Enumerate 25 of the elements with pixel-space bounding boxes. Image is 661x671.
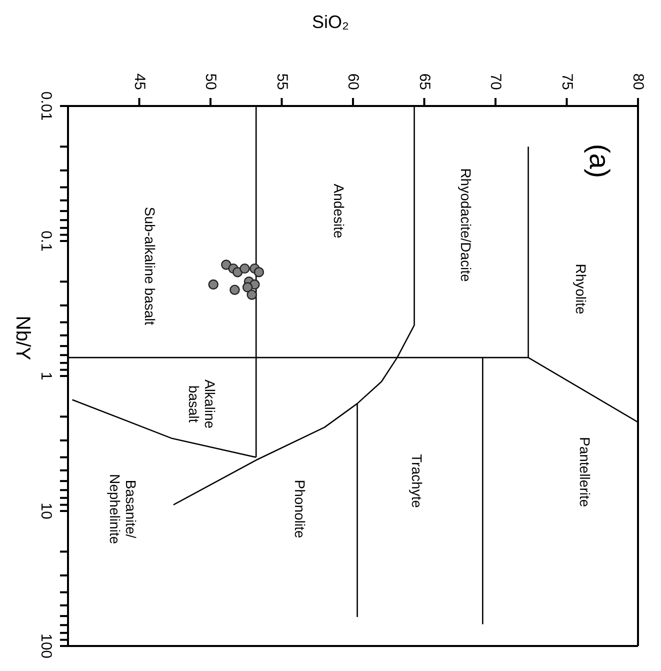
annotation: Alkaline basalt [186,379,218,428]
annotation: Phonolite [292,480,308,538]
annotation: Rhyolite [572,264,590,314]
x-tick-label: 65 [416,73,433,90]
annotation: Andesite [330,184,347,239]
y-tick-label: 1 [38,372,54,380]
x-axis-title: SiO₂ [311,12,350,33]
y-axis-title: Nb/Y [10,316,34,360]
annotation: Rhyodacite/Dacite [458,168,474,282]
annotation: Basanite/ Nephelinite [107,474,140,544]
x-tick-label: 45 [130,73,148,90]
x-tick-label: 55 [273,73,290,90]
x-tick-label: 75 [558,73,576,90]
y-tick-label: 0.01 [38,91,54,121]
x-tick-label: 70 [487,73,504,90]
annotation: Sub-alkaline basalt [142,207,158,326]
y-tick-label: 100 [38,633,54,659]
annotation: Trachyte [409,454,426,508]
x-tick-label: 60 [344,73,362,90]
y-tick-label: 10 [38,502,54,520]
y-tick-label: 0.1 [38,230,54,252]
annotation: (a) [582,144,615,178]
annotation: Pantellerite [576,437,594,508]
x-tick-label: 80 [630,73,646,90]
x-tick-label: 50 [202,73,219,90]
